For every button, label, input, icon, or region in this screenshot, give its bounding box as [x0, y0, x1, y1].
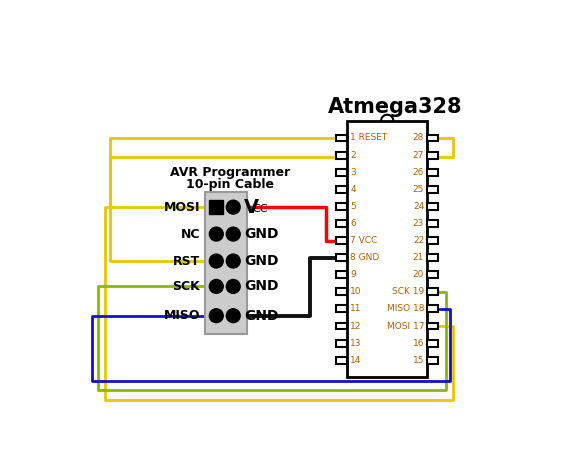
Text: NC: NC	[181, 228, 200, 241]
Bar	[427, 288, 438, 295]
Circle shape	[226, 227, 240, 241]
Text: V: V	[244, 198, 259, 217]
Text: 10-pin Cable: 10-pin Cable	[186, 177, 274, 190]
Circle shape	[209, 254, 223, 268]
Text: 12: 12	[350, 322, 362, 330]
Text: MOSI: MOSI	[164, 201, 200, 213]
Text: MISO 18: MISO 18	[387, 304, 424, 313]
Bar	[337, 152, 347, 158]
Bar	[427, 237, 438, 244]
Circle shape	[226, 200, 240, 214]
Text: AVR Programmer: AVR Programmer	[169, 166, 290, 179]
Bar	[337, 169, 347, 176]
Bar	[347, 121, 427, 377]
Bar	[427, 134, 438, 141]
Bar	[337, 288, 347, 295]
Text: GND: GND	[244, 280, 278, 293]
Circle shape	[226, 254, 240, 268]
Text: 20: 20	[413, 270, 424, 279]
Text: RST: RST	[173, 255, 200, 267]
Text: 24: 24	[413, 202, 424, 211]
Text: 25: 25	[413, 185, 424, 194]
Text: 10: 10	[350, 287, 362, 296]
Text: 23: 23	[413, 219, 424, 228]
Text: 26: 26	[413, 168, 424, 176]
Text: 15: 15	[413, 356, 424, 365]
Bar	[337, 134, 347, 141]
Text: 1 RESET: 1 RESET	[350, 134, 388, 142]
Text: 4: 4	[350, 185, 356, 194]
Circle shape	[226, 280, 240, 293]
Circle shape	[209, 309, 223, 322]
Text: 14: 14	[350, 356, 362, 365]
Bar	[209, 200, 223, 214]
Bar	[337, 254, 347, 261]
Text: 5: 5	[350, 202, 356, 211]
Circle shape	[209, 227, 223, 241]
Text: 28: 28	[413, 134, 424, 142]
Bar	[337, 305, 347, 312]
Bar	[337, 220, 347, 227]
Text: 9: 9	[350, 270, 356, 279]
Bar	[427, 322, 438, 329]
Text: 21: 21	[413, 253, 424, 262]
Text: SCK 19: SCK 19	[392, 287, 424, 296]
Text: Atmega328: Atmega328	[328, 97, 462, 117]
Bar	[205, 192, 247, 334]
Text: 27: 27	[413, 151, 424, 159]
Text: 6: 6	[350, 219, 356, 228]
Text: 22: 22	[413, 236, 424, 245]
Text: GND: GND	[244, 254, 278, 268]
Bar	[427, 220, 438, 227]
Bar	[427, 340, 438, 346]
Text: GND: GND	[244, 309, 278, 322]
Text: SCK: SCK	[172, 280, 200, 293]
Text: 7 VCC: 7 VCC	[350, 236, 378, 245]
Text: MOSI 17: MOSI 17	[387, 322, 424, 330]
Bar	[337, 203, 347, 210]
Text: 3: 3	[350, 168, 356, 176]
Bar	[427, 169, 438, 176]
Bar	[337, 340, 347, 346]
Bar	[427, 152, 438, 158]
Bar	[427, 203, 438, 210]
Text: 16: 16	[413, 339, 424, 347]
Bar	[427, 305, 438, 312]
Text: 13: 13	[350, 339, 362, 347]
Bar	[337, 271, 347, 278]
Text: 2: 2	[350, 151, 356, 159]
Circle shape	[209, 280, 223, 293]
Bar	[337, 186, 347, 193]
Bar	[427, 271, 438, 278]
Bar	[337, 357, 347, 364]
Text: CC: CC	[252, 205, 268, 214]
Circle shape	[226, 309, 240, 322]
Text: 11: 11	[350, 304, 362, 313]
Bar	[427, 254, 438, 261]
Text: MISO: MISO	[164, 309, 200, 322]
Bar	[427, 186, 438, 193]
Bar	[427, 357, 438, 364]
Bar	[337, 237, 347, 244]
Text: 8 GND: 8 GND	[350, 253, 380, 262]
Bar	[337, 322, 347, 329]
Text: GND: GND	[244, 227, 278, 241]
